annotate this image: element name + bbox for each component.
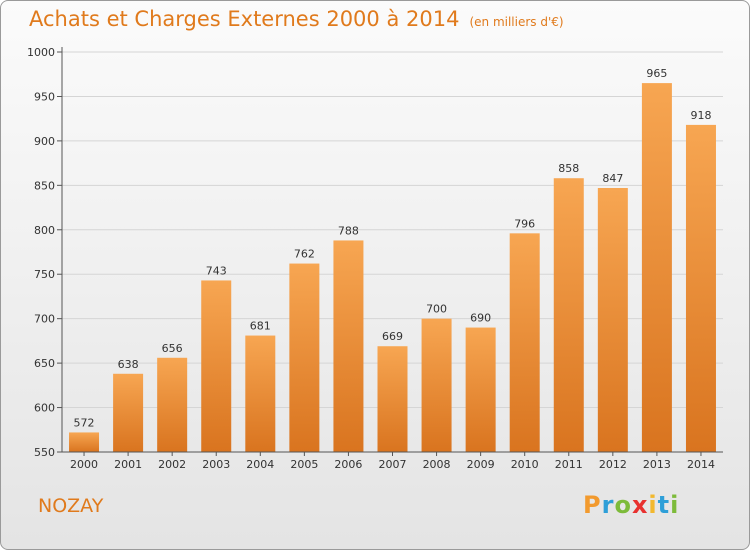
x-tick-label: 2002 xyxy=(158,458,186,471)
logo-letter: o xyxy=(614,491,632,519)
bar-value-label: 788 xyxy=(338,224,359,237)
bar xyxy=(333,240,364,452)
logo-letter: t xyxy=(657,491,671,519)
bar xyxy=(289,263,320,452)
bar xyxy=(69,432,100,452)
bar-value-label: 847 xyxy=(602,172,623,185)
bar-value-label: 965 xyxy=(646,67,667,80)
x-tick-label: 2013 xyxy=(643,458,671,471)
x-tick-label: 2010 xyxy=(511,458,539,471)
x-tick-label: 2001 xyxy=(114,458,142,471)
x-tick-label: 2014 xyxy=(687,458,715,471)
bar-value-label: 690 xyxy=(470,312,491,325)
logo-letter: x xyxy=(631,491,649,519)
bar xyxy=(597,188,628,452)
bar xyxy=(553,178,584,452)
logo-letter: i xyxy=(670,491,680,519)
x-tick-label: 2012 xyxy=(599,458,627,471)
bar xyxy=(685,124,716,452)
chart-title: Achats et Charges Externes 2000 à 2014 xyxy=(29,7,460,31)
x-tick-label: 2009 xyxy=(467,458,495,471)
bar-value-label: 638 xyxy=(118,358,139,371)
y-tick-label: 750 xyxy=(34,268,55,281)
x-tick-label: 2007 xyxy=(379,458,407,471)
bar xyxy=(465,327,496,452)
bar xyxy=(157,357,188,452)
y-tick-label: 900 xyxy=(34,135,55,148)
chart-subtitle: (en milliers d'€) xyxy=(469,15,564,29)
bar xyxy=(377,346,408,452)
chart-title-block: Achats et Charges Externes 2000 à 2014 (e… xyxy=(29,7,564,31)
x-tick-label: 2003 xyxy=(202,458,230,471)
x-tick-label: 2008 xyxy=(423,458,451,471)
bar-value-label: 572 xyxy=(74,416,95,429)
y-tick-label: 950 xyxy=(34,90,55,103)
logo-letter: P xyxy=(583,491,602,519)
bar-value-label: 700 xyxy=(426,303,447,316)
y-tick-label: 600 xyxy=(34,402,55,415)
y-tick-label: 650 xyxy=(34,357,55,370)
y-tick-label: 550 xyxy=(34,446,55,459)
y-tick-label: 1000 xyxy=(27,46,55,59)
bar xyxy=(641,83,672,452)
bar xyxy=(201,280,232,452)
bar xyxy=(509,233,540,452)
bar-value-label: 918 xyxy=(690,109,711,122)
bar xyxy=(245,335,276,452)
bar-value-label: 743 xyxy=(206,264,227,277)
x-tick-label: 2006 xyxy=(334,458,362,471)
proxiti-logo: Proxiti xyxy=(583,491,679,519)
x-tick-label: 2000 xyxy=(70,458,98,471)
bar xyxy=(113,373,144,452)
bar-value-label: 796 xyxy=(514,217,535,230)
bar-value-label: 681 xyxy=(250,320,271,333)
y-tick-label: 800 xyxy=(34,224,55,237)
x-tick-label: 2005 xyxy=(290,458,318,471)
y-tick-label: 850 xyxy=(34,179,55,192)
bar-value-label: 656 xyxy=(162,342,183,355)
bar-value-label: 762 xyxy=(294,248,315,261)
bar-value-label: 669 xyxy=(382,330,403,343)
y-tick-label: 700 xyxy=(34,313,55,326)
bar xyxy=(421,318,452,452)
logo-letter: r xyxy=(601,491,615,519)
logo-letter: i xyxy=(648,491,658,519)
x-tick-label: 2004 xyxy=(246,458,274,471)
bar-value-label: 858 xyxy=(558,162,579,175)
place-label: NOZAY xyxy=(38,495,104,517)
x-tick-label: 2011 xyxy=(555,458,583,471)
